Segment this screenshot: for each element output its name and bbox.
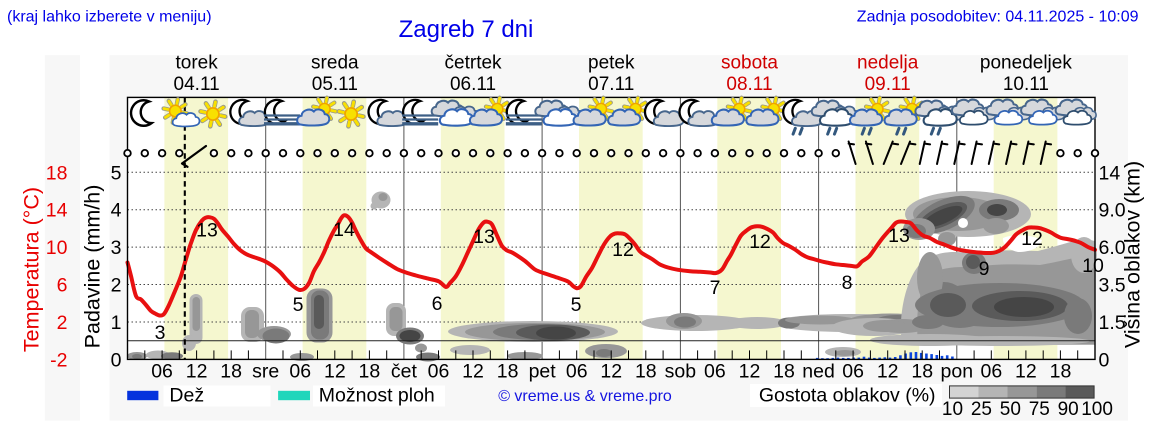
svg-text:(kraj lahko izberete v meniju): (kraj lahko izberete v meniju) bbox=[7, 9, 212, 26]
svg-text:06.11: 06.11 bbox=[450, 74, 496, 95]
svg-text:12: 12 bbox=[612, 239, 634, 261]
svg-text:12: 12 bbox=[186, 361, 208, 383]
svg-text:Višina oblakov (km): Višina oblakov (km) bbox=[1121, 161, 1145, 348]
svg-text:18: 18 bbox=[635, 361, 657, 383]
svg-text:9: 9 bbox=[979, 258, 990, 280]
svg-text:18: 18 bbox=[220, 361, 242, 383]
svg-text:Gostota oblakov (%): Gostota oblakov (%) bbox=[759, 385, 936, 407]
svg-text:Zagreb 7 dni: Zagreb 7 dni bbox=[399, 16, 534, 43]
svg-text:90: 90 bbox=[1058, 399, 1079, 420]
svg-text:10.11: 10.11 bbox=[1003, 74, 1049, 95]
svg-text:12: 12 bbox=[1021, 228, 1043, 250]
svg-text:3: 3 bbox=[155, 322, 166, 344]
svg-text:05.11: 05.11 bbox=[312, 74, 358, 95]
svg-text:14: 14 bbox=[1099, 162, 1121, 184]
svg-text:12: 12 bbox=[462, 361, 484, 383]
svg-text:-2: -2 bbox=[50, 349, 67, 371]
svg-text:06: 06 bbox=[566, 361, 588, 383]
svg-text:06: 06 bbox=[842, 361, 864, 383]
svg-text:12: 12 bbox=[1015, 361, 1037, 383]
svg-text:0: 0 bbox=[111, 349, 122, 371]
svg-text:6: 6 bbox=[432, 293, 443, 315]
svg-text:5: 5 bbox=[293, 294, 304, 316]
svg-text:10: 10 bbox=[1082, 255, 1104, 277]
svg-text:3: 3 bbox=[111, 237, 122, 259]
svg-text:čet: čet bbox=[391, 361, 418, 383]
svg-text:8: 8 bbox=[842, 272, 853, 294]
svg-text:Zadnja posodobitev: 04.11.2025: Zadnja posodobitev: 04.11.2025 - 10:09 bbox=[857, 9, 1139, 26]
svg-text:petek: petek bbox=[588, 52, 635, 73]
svg-text:7: 7 bbox=[710, 277, 721, 299]
svg-text:18: 18 bbox=[359, 361, 381, 383]
svg-text:pon: pon bbox=[941, 361, 974, 383]
svg-text:sreda: sreda bbox=[311, 52, 359, 73]
svg-text:Možnost ploh: Možnost ploh bbox=[319, 385, 435, 407]
svg-text:1.5: 1.5 bbox=[1099, 312, 1126, 334]
svg-text:25: 25 bbox=[971, 399, 992, 420]
svg-text:18: 18 bbox=[773, 361, 795, 383]
svg-text:ponedeljek: ponedeljek bbox=[980, 52, 1072, 73]
svg-text:13: 13 bbox=[888, 225, 910, 247]
svg-text:4: 4 bbox=[111, 200, 122, 222]
svg-text:14: 14 bbox=[333, 219, 355, 241]
svg-text:10: 10 bbox=[942, 399, 963, 420]
svg-text:06: 06 bbox=[704, 361, 726, 383]
svg-text:09.11: 09.11 bbox=[865, 74, 911, 95]
svg-text:ned: ned bbox=[802, 361, 835, 383]
svg-text:12: 12 bbox=[749, 231, 771, 253]
svg-text:5: 5 bbox=[571, 294, 582, 316]
svg-text:18: 18 bbox=[1050, 361, 1072, 383]
svg-text:0: 0 bbox=[1099, 349, 1110, 371]
svg-text:13: 13 bbox=[473, 226, 495, 248]
svg-text:06: 06 bbox=[289, 361, 311, 383]
svg-text:torek: torek bbox=[175, 52, 218, 73]
svg-text:100: 100 bbox=[1081, 399, 1113, 420]
svg-text:5: 5 bbox=[111, 162, 122, 184]
svg-text:08.11: 08.11 bbox=[726, 74, 772, 95]
svg-text:12: 12 bbox=[324, 361, 346, 383]
svg-text:06: 06 bbox=[428, 361, 450, 383]
svg-text:12: 12 bbox=[877, 361, 899, 383]
svg-text:07.11: 07.11 bbox=[588, 74, 634, 95]
svg-text:50: 50 bbox=[1000, 399, 1021, 420]
svg-text:četrtek: četrtek bbox=[445, 52, 503, 73]
svg-text:2: 2 bbox=[57, 312, 68, 334]
svg-text:04.11: 04.11 bbox=[174, 74, 220, 95]
svg-text:sre: sre bbox=[252, 361, 279, 383]
svg-text:Padavine (mm/h): Padavine (mm/h) bbox=[81, 185, 105, 349]
svg-text:© vreme.us & vreme.pro: © vreme.us & vreme.pro bbox=[498, 388, 672, 405]
svg-text:06: 06 bbox=[980, 361, 1002, 383]
svg-text:sobota: sobota bbox=[721, 52, 778, 73]
svg-text:18: 18 bbox=[911, 361, 933, 383]
svg-text:sob: sob bbox=[665, 361, 697, 383]
svg-text:pet: pet bbox=[529, 361, 557, 383]
svg-text:06: 06 bbox=[151, 361, 173, 383]
svg-text:13: 13 bbox=[196, 219, 218, 241]
svg-text:18: 18 bbox=[497, 361, 519, 383]
svg-text:nedelja: nedelja bbox=[857, 52, 919, 73]
svg-text:10: 10 bbox=[46, 237, 68, 259]
svg-text:12: 12 bbox=[739, 361, 761, 383]
svg-text:9.0: 9.0 bbox=[1099, 200, 1126, 222]
svg-text:14: 14 bbox=[46, 200, 68, 222]
svg-text:3.5: 3.5 bbox=[1099, 275, 1126, 297]
svg-text:6.0: 6.0 bbox=[1099, 237, 1126, 259]
svg-text:18: 18 bbox=[46, 162, 68, 184]
svg-text:2: 2 bbox=[111, 275, 122, 297]
svg-text:Dež: Dež bbox=[169, 385, 204, 407]
svg-text:6: 6 bbox=[57, 275, 68, 297]
svg-text:Temperatura (°C): Temperatura (°C) bbox=[20, 187, 44, 352]
svg-text:75: 75 bbox=[1029, 399, 1050, 420]
svg-text:1: 1 bbox=[111, 312, 122, 334]
svg-text:12: 12 bbox=[600, 361, 622, 383]
